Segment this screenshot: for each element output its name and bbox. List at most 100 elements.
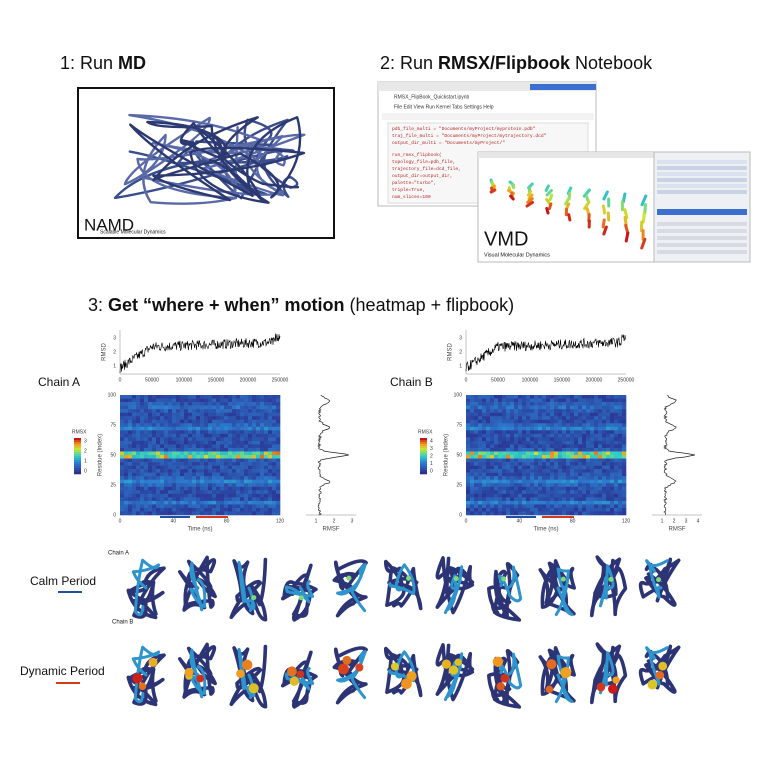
heat-cell (176, 479, 181, 484)
heat-cell (136, 462, 141, 466)
heat-cell (212, 507, 217, 512)
heat-cell (582, 412, 587, 417)
heat-cell (602, 395, 607, 399)
heat-cell (578, 490, 583, 495)
heat-cell (586, 486, 591, 491)
heat-cell (602, 398, 607, 403)
heat-cell (272, 447, 277, 452)
heat-cell (494, 497, 499, 502)
heat-cell (200, 504, 205, 509)
heat-cell (180, 416, 185, 421)
heat-cell (208, 402, 213, 406)
heat-cell (494, 409, 499, 413)
heat-cell (272, 440, 277, 445)
heat-cell (260, 395, 265, 399)
heat-cell (252, 493, 257, 498)
heat-cell (470, 409, 475, 413)
menu-bar: File Edit View Run Kernel Tabs Settings … (394, 104, 494, 110)
heat-cell (164, 395, 169, 399)
heat-cell (562, 430, 567, 435)
heat-cell (128, 462, 133, 466)
heat-cell (164, 451, 169, 456)
heat-cell (550, 426, 555, 431)
heat-cell (590, 507, 595, 512)
heat-cell (192, 476, 197, 481)
heat-cell (558, 451, 563, 456)
heat-cell (272, 472, 277, 477)
heat-cell (248, 405, 253, 410)
heat-cell (482, 409, 487, 413)
heat-cell (120, 423, 125, 428)
heat-cell (208, 483, 213, 488)
heat-cell (478, 451, 483, 456)
heat-cell (132, 500, 137, 505)
heat-cell (136, 398, 141, 403)
heat-cell (208, 455, 213, 459)
heat-cell (610, 444, 615, 449)
heat-cell (586, 402, 591, 406)
heat-cell (200, 402, 205, 406)
heat-cell (260, 447, 265, 452)
heat-cell (168, 419, 173, 424)
heat-cell (220, 500, 225, 505)
heat-cell (526, 416, 531, 421)
heat-cell (538, 430, 543, 435)
heat-cell (220, 451, 225, 456)
heat-cell (578, 483, 583, 488)
heat-cell (490, 469, 495, 473)
heat-cell (132, 433, 137, 438)
heat-cell (546, 440, 551, 445)
heat-cell (598, 444, 603, 449)
heat-cell (188, 465, 193, 470)
legend-tick: 3 (430, 446, 433, 452)
heat-cell (538, 500, 543, 505)
heat-cell (590, 500, 595, 505)
heat-cell (478, 493, 483, 498)
heat-cell (184, 402, 189, 406)
heat-cell (236, 486, 241, 491)
heat-cell (594, 416, 599, 421)
heat-cell (486, 440, 491, 445)
backbone (131, 645, 161, 704)
heat-cell (132, 398, 137, 403)
heat-cell (204, 469, 209, 473)
heat-cell (180, 405, 185, 410)
heat-cell (168, 426, 173, 431)
heat-cell (276, 423, 281, 428)
heat-cell (530, 455, 535, 459)
heat-cell (212, 405, 217, 410)
heat-cell (570, 402, 575, 406)
heat-cell (490, 493, 495, 498)
legend-tick: 3 (84, 438, 87, 444)
heat-cell (240, 447, 245, 452)
heat-cell (128, 479, 133, 484)
heat-cell (622, 409, 627, 413)
heat-cell (622, 472, 627, 477)
heat-cell (510, 511, 515, 516)
heat-cell (506, 409, 511, 413)
heat-cell (470, 497, 475, 502)
heat-cell (148, 458, 153, 463)
heat-cell (566, 486, 571, 491)
heat-cell (562, 455, 567, 459)
heat-cell (610, 433, 615, 438)
heat-cell (534, 447, 539, 452)
heat-cell (140, 455, 145, 459)
heat-cell (530, 430, 535, 435)
heat-cell (264, 416, 269, 421)
heat-cell (148, 405, 153, 410)
heat-cell (180, 398, 185, 403)
heat-cell (248, 398, 253, 403)
heat-cell (188, 507, 193, 512)
code-line: output_dir=output_dir, (392, 173, 453, 179)
heat-cell (530, 497, 535, 502)
rmsd-axis-label: RMSD (102, 343, 108, 361)
chain-segment (527, 193, 534, 201)
heat-cell (192, 426, 197, 431)
heat-cell (268, 405, 273, 410)
heat-cell (526, 398, 531, 403)
heat-cell (172, 465, 177, 470)
heat-cell (128, 458, 133, 463)
heat-cell (168, 476, 173, 481)
heat-cell (558, 444, 563, 449)
